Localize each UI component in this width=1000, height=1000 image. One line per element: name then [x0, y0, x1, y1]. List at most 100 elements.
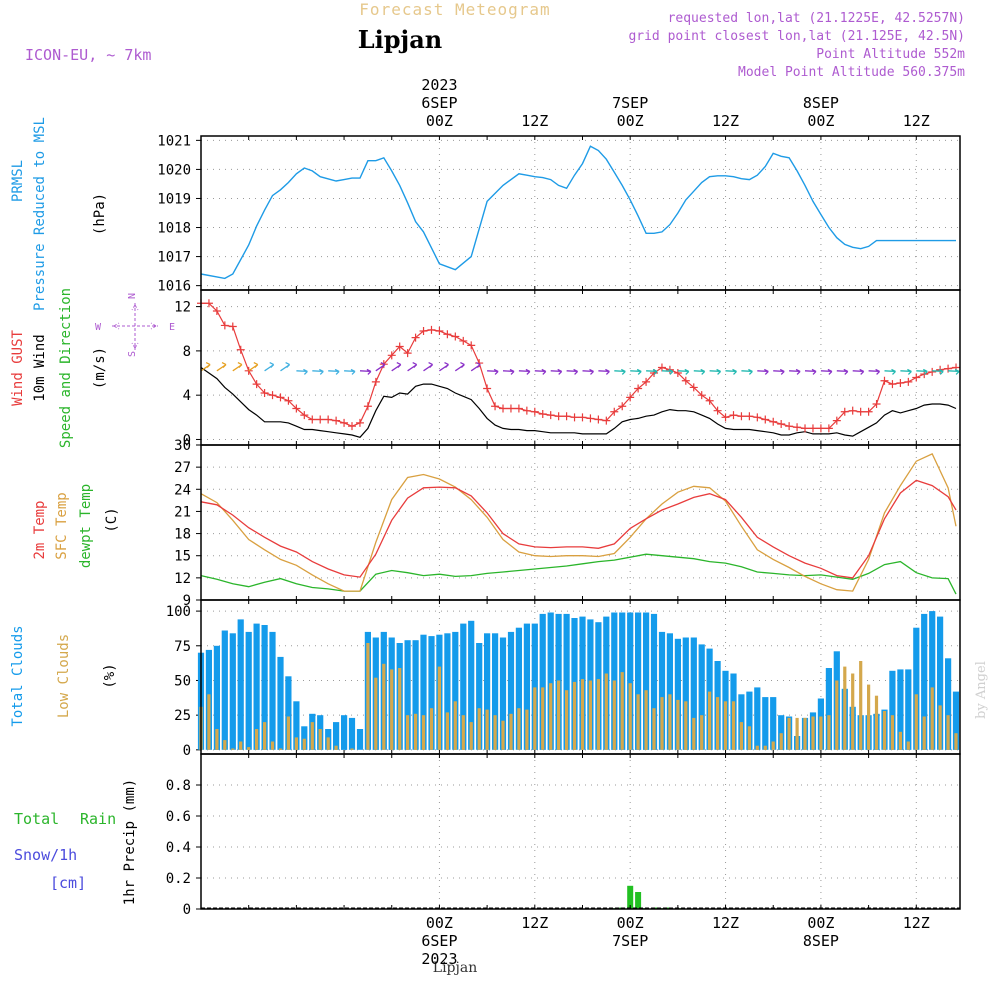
gust-marker	[387, 351, 396, 360]
wind-direction-arrow	[916, 368, 928, 375]
low-cloud-bar	[914, 694, 918, 750]
total-cloud-bar	[221, 630, 228, 750]
wind-direction-arrow	[868, 368, 881, 375]
total-cloud-bar	[913, 627, 920, 750]
wind-direction-arrow	[789, 368, 801, 375]
low-cloud-bar	[207, 694, 211, 750]
time-label-bottom: 12Z	[903, 914, 930, 932]
gust-marker	[506, 404, 515, 413]
wind-direction-arrow	[677, 368, 690, 375]
gust-marker	[896, 379, 905, 387]
total-cloud-bar	[698, 644, 705, 750]
gust-marker	[785, 422, 794, 431]
gust-marker	[546, 411, 555, 420]
wind-direction-arrow	[741, 368, 753, 375]
total-cloud-bar	[277, 656, 284, 750]
gust-marker	[634, 384, 643, 393]
gust-marker	[928, 367, 937, 376]
compass-north: N	[127, 293, 138, 299]
time-label-bottom: 7SEP	[612, 932, 648, 950]
total-cloud-bar	[428, 636, 435, 750]
gust-marker	[697, 391, 706, 400]
y-tick-label: 4	[183, 388, 191, 404]
time-label-bottom: 2023	[421, 950, 457, 968]
low-cloud-bar	[763, 745, 767, 750]
time-label-top: 12Z	[521, 112, 548, 130]
low-cloud-bar	[461, 715, 465, 750]
total-cloud-bar	[563, 613, 570, 750]
gust-marker	[284, 396, 293, 405]
gust-marker	[705, 396, 714, 405]
wind-direction-arrow	[407, 362, 418, 372]
wind-direction-arrow	[470, 362, 481, 372]
low-cloud-bar	[739, 722, 743, 750]
time-label-top: 6SEP	[421, 94, 457, 112]
wind-direction-arrow	[773, 368, 785, 375]
low-cloud-bar	[700, 715, 704, 750]
low-cloud-bar	[859, 661, 863, 750]
wind-direction-arrow	[312, 368, 324, 375]
wind-direction-arrow	[423, 362, 434, 372]
gust-line	[201, 302, 957, 429]
gust-marker	[586, 414, 595, 423]
low-cloud-bar	[803, 717, 807, 750]
gust-marker	[252, 380, 261, 389]
low-cloud-bar	[406, 715, 410, 750]
time-label-top: 12Z	[712, 112, 739, 130]
low-cloud-bar	[509, 713, 513, 750]
gust-marker	[459, 336, 468, 345]
total-cloud-bar	[666, 633, 673, 750]
low-cloud-bar	[437, 666, 441, 750]
time-label-bottom: 00Z	[807, 914, 834, 932]
gust-marker	[618, 402, 627, 411]
gust-marker	[657, 363, 666, 372]
wind-direction-arrow	[820, 368, 833, 375]
low-cloud-bar	[398, 668, 402, 750]
gust-marker	[236, 345, 245, 354]
wind-direction-arrow	[502, 368, 515, 375]
time-label-bottom: 00Z	[617, 914, 644, 932]
wind-direction-arrow	[900, 368, 912, 375]
y-tick-label: 9	[183, 593, 191, 609]
total-cloud-bar	[507, 631, 515, 750]
wind-direction-arrow	[216, 362, 227, 372]
low-cloud-bar	[906, 741, 910, 750]
total-cloud-bar	[945, 658, 952, 750]
wind-direction-arrow	[852, 368, 865, 375]
low-cloud-bar	[310, 722, 314, 750]
gust-marker	[721, 413, 730, 422]
wind-direction-arrow	[836, 368, 849, 375]
low-cloud-bar	[382, 663, 386, 750]
low-cloud-bar	[755, 745, 759, 750]
wind-direction-arrow	[328, 368, 340, 375]
wind-direction-arrow	[709, 368, 722, 375]
y-tick-label: 0.8	[166, 778, 191, 794]
panel-frame	[200, 289, 961, 446]
low-cloud-bar	[795, 717, 799, 750]
wind-speed-line	[200, 367, 957, 438]
gust-marker	[753, 413, 762, 422]
low-cloud-bar	[779, 733, 783, 750]
prmsl-label: PRMSL	[10, 160, 26, 202]
low-cloud-bar	[938, 705, 942, 750]
rain-label: Rain	[80, 810, 116, 828]
low-cloud-bar	[429, 708, 434, 750]
low-cloud-bar	[485, 709, 489, 750]
gust-marker	[355, 418, 364, 427]
gust-marker	[530, 407, 539, 416]
wind-direction-arrow	[566, 368, 579, 375]
gust-marker	[228, 322, 237, 331]
compass-west: W	[95, 322, 102, 333]
gust-marker	[244, 366, 253, 375]
low-cloud-bar	[302, 738, 306, 750]
low-cloud-bar	[867, 684, 871, 750]
wind-direction-arrow	[804, 368, 817, 375]
total-cloud-bar	[269, 631, 276, 750]
gust-marker	[642, 377, 651, 386]
total-cloud-bar	[746, 691, 753, 750]
total-cloud-bar	[245, 631, 252, 750]
y-tick-label: 1021	[157, 133, 191, 149]
total-cloud-bar	[650, 613, 658, 750]
low-cloud-bar	[270, 741, 275, 750]
total-cloud-bar	[484, 633, 491, 750]
